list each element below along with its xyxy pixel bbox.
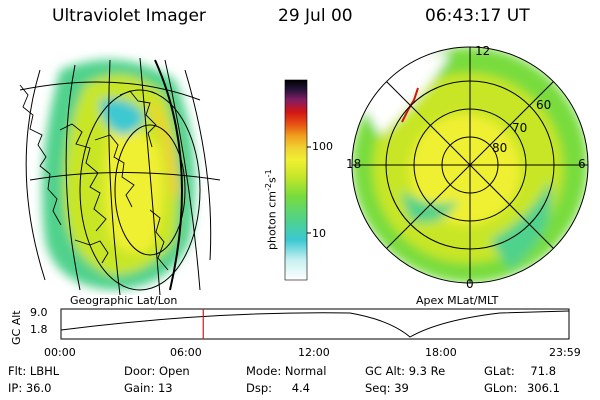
altitude-y-tick-low: 1.8 (30, 323, 48, 336)
colorbar-tick-10: 10 (312, 227, 326, 240)
altitude-plot (60, 308, 570, 340)
geo-grid (19, 57, 221, 295)
glon-label: GLon: (484, 381, 518, 395)
info-seq: Seq: 39 (365, 381, 409, 395)
x-tick-1800: 18:00 (425, 346, 457, 359)
mlat-80-label: 80 (492, 141, 508, 155)
unit-text: photon cm (265, 191, 279, 250)
dsp-label: Dsp: (246, 381, 273, 395)
apex-polar-plot (351, 46, 589, 284)
mlt-12-label: 12 (475, 44, 491, 58)
gain-value: 13 (157, 381, 173, 395)
dsp-value: 4.4 (291, 381, 310, 395)
info-gcalt: GC Alt: 9.3 Re (365, 364, 445, 378)
mode-label: Mode: (246, 364, 282, 378)
info-gain: Gain: 13 (124, 381, 173, 395)
colorbar-tick-100: 100 (312, 140, 333, 153)
info-door: Door: Open (124, 364, 190, 378)
x-tick-0600: 06:00 (170, 346, 202, 359)
seq-value: 39 (394, 381, 409, 395)
info-flt: Flt: LBHL (8, 364, 59, 378)
altitude-y-label: GC Alt (10, 310, 23, 345)
apex-grid (351, 46, 589, 284)
unit-mid: s (265, 177, 279, 184)
info-glon: GLon: 306.1 (484, 381, 560, 395)
instrument-title: Ultraviolet Imager (52, 6, 206, 26)
colorbar-gradient (284, 79, 308, 281)
geo-coastlines (19, 84, 169, 271)
seq-label: Seq: (365, 381, 391, 395)
geo-panel-label: Geographic Lat/Lon (70, 294, 178, 307)
info-glat: GLat: 71.8 (484, 364, 556, 378)
altitude-curve (60, 310, 570, 338)
gcalt-value: 9.3 Re (408, 364, 446, 378)
info-mode: Mode: Normal (246, 364, 326, 378)
x-tick-0000: 00:00 (44, 346, 76, 359)
ip-label: IP: (8, 381, 23, 395)
mlt-0-label: 0 (466, 277, 474, 291)
mlt-6-label: 6 (578, 157, 586, 171)
info-ip: IP: 36.0 (8, 381, 51, 395)
glat-label: GLat: (484, 364, 515, 378)
glat-value: 71.8 (530, 364, 557, 378)
altitude-y-tick-high: 9.0 (30, 306, 48, 319)
date-label: 29 Jul 00 (278, 6, 353, 26)
unit-exp1: -2 (264, 183, 273, 192)
door-value: Open (158, 364, 190, 378)
apex-panel-label: Apex MLat/MLT (416, 294, 499, 307)
mlat-60-label: 60 (536, 98, 552, 112)
flt-label: Flt: (8, 364, 27, 378)
gcalt-label: GC Alt: (365, 364, 406, 378)
unit-exp2: -1 (264, 169, 273, 178)
mode-value: Normal (284, 364, 327, 378)
x-tick-1200: 12:00 (298, 346, 330, 359)
mlat-70-label: 70 (512, 121, 528, 135)
flt-value: LBHL (29, 364, 60, 378)
geographic-image (19, 57, 221, 295)
time-label: 06:43:17 UT (425, 6, 530, 26)
x-tick-2359: 23:59 (549, 346, 581, 359)
gain-label: Gain: (124, 381, 155, 395)
mlt-18-label: 18 (346, 157, 362, 171)
door-label: Door: (124, 364, 156, 378)
colorbar-unit-label: photon cm-2s-1 (264, 169, 279, 250)
glon-value: 306.1 (526, 381, 560, 395)
ip-value: 36.0 (25, 381, 52, 395)
colorbar (284, 79, 311, 281)
info-dsp: Dsp: 4.4 (246, 381, 310, 395)
